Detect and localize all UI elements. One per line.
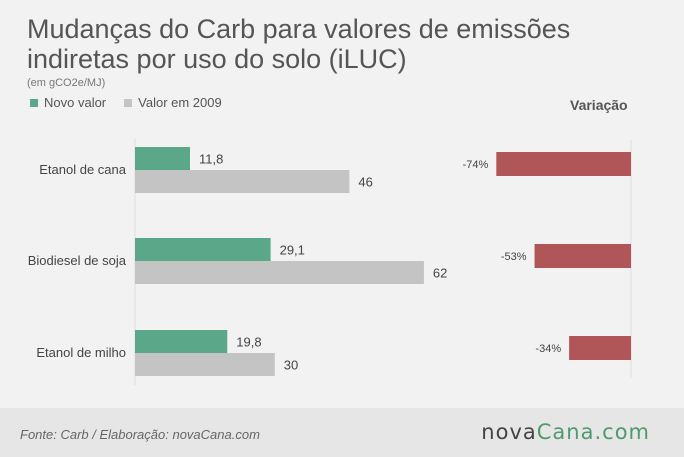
chart-subtitle: (em gCO2e/MJ) bbox=[27, 77, 106, 89]
logo-part-nova: nova bbox=[481, 420, 537, 444]
data-label: 30 bbox=[284, 358, 298, 373]
data-label: 29,1 bbox=[280, 243, 305, 258]
variation-header: Variação bbox=[570, 97, 628, 113]
legend-item-old: Valor em 2009 bbox=[124, 95, 222, 110]
bar-2009-value bbox=[135, 261, 424, 284]
bar-new-value bbox=[135, 330, 228, 353]
legend-item-new: Novo valor bbox=[30, 95, 106, 110]
variation-bar bbox=[496, 152, 631, 176]
data-label: 46 bbox=[358, 175, 372, 190]
variation-label: -53% bbox=[501, 251, 527, 263]
novacana-logo: novaCana.com bbox=[481, 420, 650, 444]
bar-2009-value bbox=[135, 353, 275, 376]
logo-part-cana: Cana bbox=[536, 420, 595, 444]
data-label: 62 bbox=[433, 266, 447, 281]
variation-label: -74% bbox=[463, 159, 489, 171]
bar-chart: Etanol de cana 11,8 46 Biodiesel de soja 29,… bbox=[28, 138, 632, 385]
legend-swatch-old bbox=[124, 98, 133, 107]
logo-part-com: .com bbox=[594, 420, 650, 444]
legend: Novo valor Valor em 2009 bbox=[30, 95, 240, 110]
variation-label: -34% bbox=[535, 343, 561, 355]
chart-title: Mudanças do Carb para valores de emissõe… bbox=[27, 14, 571, 74]
category-label: Etanol de milho bbox=[36, 345, 126, 360]
source-note: Fonte: Carb / Elaboração: novaCana.com bbox=[20, 427, 260, 442]
bar-new-value bbox=[135, 147, 190, 170]
bar-2009-value bbox=[135, 170, 350, 193]
legend-swatch-new bbox=[30, 98, 38, 107]
data-label: 19,8 bbox=[236, 335, 261, 350]
variation-bar bbox=[534, 244, 631, 268]
footer: Fonte: Carb / Elaboração: novaCana.com n… bbox=[0, 408, 684, 457]
variation-bar bbox=[569, 336, 631, 360]
category-label: Etanol de cana bbox=[39, 162, 127, 177]
category-label: Biodiesel de soja bbox=[28, 253, 127, 268]
legend-label-old: Valor em 2009 bbox=[138, 95, 222, 110]
legend-label-new: Novo valor bbox=[44, 95, 107, 110]
data-label: 11,8 bbox=[199, 152, 223, 167]
bar-new-value bbox=[135, 238, 271, 261]
